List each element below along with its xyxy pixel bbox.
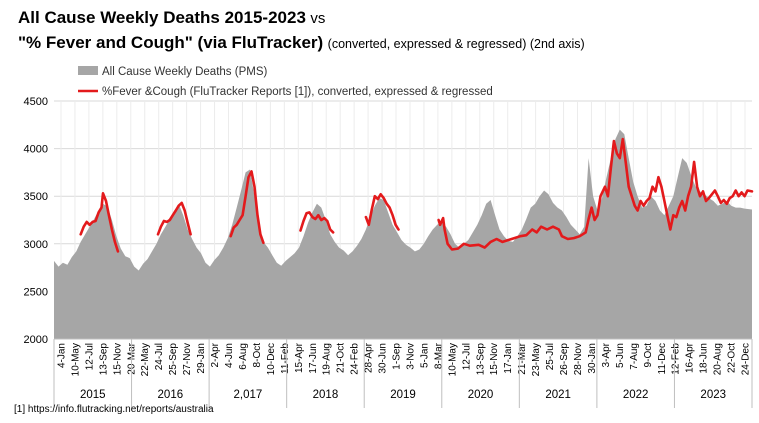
x-tick-label: 10-Dec [266, 343, 277, 375]
x-tick-label: 5-Jan [419, 343, 430, 368]
fever-cough-line-layer [79, 137, 754, 253]
chart-title-vs: vs [310, 10, 326, 27]
x-tick-label: 15-Nov [489, 343, 500, 375]
fever-cough-line-segment [437, 137, 754, 251]
y-tick-label: 3000 [24, 239, 48, 251]
y-tick-label: 2000 [24, 334, 48, 346]
chart-title-line-2: "% Fever and Cough" (via FluTracker) (co… [18, 33, 585, 53]
x-tick-label: 17-Jun [308, 343, 319, 374]
legend-label-fever: %Fever &Cough (FluTracker Reports [1]), … [102, 86, 493, 98]
x-tick-label: 24-Dec [741, 343, 752, 375]
footnote: [1] https://info.flutracking.net/reports… [14, 404, 214, 415]
x-tick-label: 21-Mar [517, 342, 528, 374]
year-label: 2022 [623, 389, 649, 401]
x-tick-label: 11-Feb [280, 343, 291, 374]
x-tick-label: 5-Jun [615, 343, 626, 368]
chart-title-main: All Cause Weekly Deaths 2015-2023 [18, 8, 306, 27]
x-tick-label: 12-Jul [84, 343, 95, 370]
year-label: 2018 [313, 389, 339, 401]
x-tick-label: 6-Aug [238, 343, 249, 370]
fever-cough-line-segment [156, 201, 192, 236]
x-tick-label: 17-Jan [503, 343, 514, 374]
fever-cough-line-segment [299, 211, 335, 234]
x-tick-label: 18-Jun [699, 343, 710, 374]
x-tick-label: 7-Aug [629, 343, 640, 370]
year-label: 2016 [158, 389, 184, 401]
legend-swatch-deaths [78, 66, 98, 75]
x-tick-label: 8-Oct [252, 343, 263, 368]
x-tick-label: 19-Aug [322, 343, 333, 375]
y-tick-label: 2500 [24, 286, 48, 298]
year-label: 2020 [468, 389, 494, 401]
x-tick-label: 10-May [70, 343, 81, 376]
x-tick-label: 3-Apr [601, 342, 612, 367]
x-tick-label: 26-Sep [559, 343, 570, 376]
x-tick-label: 12-Jul [461, 343, 472, 370]
x-tick-label: 10-May [447, 343, 458, 376]
deaths-area-layer [54, 129, 752, 339]
x-tick-label: 28-Nov [573, 343, 584, 375]
y-tick-label: 3500 [24, 191, 48, 203]
y-tick-label: 4500 [24, 96, 48, 108]
x-tick-label: 8-Mar [433, 342, 444, 369]
x-tick-label: 28-Apr [364, 342, 375, 373]
x-tick-label: 11-Dec [657, 343, 668, 375]
y-tick-label: 4000 [24, 144, 48, 156]
x-tick-label: 23-May [531, 343, 542, 376]
year-label: 2021 [545, 389, 571, 401]
x-tick-label: 15-Nov [112, 343, 123, 375]
year-label: 2023 [700, 389, 726, 401]
x-tick-label: 20-Aug [713, 343, 724, 375]
x-tick-label: 13-Sep [98, 343, 109, 376]
fever-cough-line-segment [364, 193, 400, 231]
legend-label-deaths: All Cause Weekly Deaths (PMS) [102, 66, 267, 78]
fever-cough-line-segment [229, 170, 265, 245]
x-tick-label: 4-Jun [224, 343, 235, 368]
x-tick-label: 21-Oct [336, 343, 347, 373]
x-tick-label: 30-Jun [378, 343, 389, 374]
x-tick-label: 24-Jul [154, 343, 165, 370]
legend: All Cause Weekly Deaths (PMS) %Fever &Cou… [78, 66, 493, 98]
x-tick-label: 24-Feb [350, 343, 361, 375]
x-tick-label: 12-Feb [671, 343, 682, 375]
chart-subtitle: (converted, expressed & regressed) (2nd … [327, 37, 585, 51]
x-tick-label: 9-Oct [643, 343, 654, 368]
x-tick-label: 15-Apr [294, 342, 305, 373]
year-label: 2019 [390, 389, 416, 401]
fever-cough-line-segment [79, 192, 120, 253]
x-tick-label: 1-Sep [392, 343, 403, 370]
x-tick-label: 29-Jan [196, 343, 207, 374]
x-tick-label: 22-May [140, 343, 151, 376]
x-tick-label: 16-Apr [685, 342, 696, 373]
chart-title-line-1: All Cause Weekly Deaths 2015-2023 vs [18, 8, 325, 28]
x-tick-label: 2-Apr [210, 342, 221, 367]
x-tick-label: 4-Jan [56, 343, 67, 368]
x-tick-label: 25-Sep [168, 343, 179, 376]
x-tick-label: 27-Nov [182, 343, 193, 375]
deaths-area [54, 129, 752, 339]
x-tick-label: 13-Sep [475, 343, 486, 376]
year-label: 2,017 [233, 389, 262, 401]
chart-title-second: "% Fever and Cough" (via FluTracker) [18, 33, 324, 52]
x-tick-label: 3-Nov [405, 343, 416, 370]
x-tick-label: 25-Jul [545, 343, 556, 370]
x-tick-label: 22-Oct [727, 343, 738, 373]
year-label: 2015 [80, 389, 106, 401]
x-tick-label: 30-Jan [587, 343, 598, 374]
